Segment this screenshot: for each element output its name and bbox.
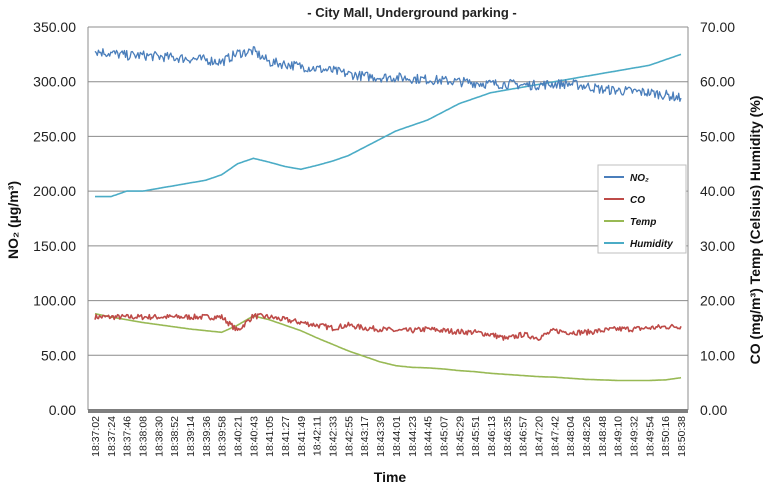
x-axis-title: Time (374, 469, 407, 485)
x-tick-label: 18:38:08 (138, 416, 150, 457)
x-tick-label: 18:37:24 (106, 416, 118, 457)
left-tick-label: 300.00 (33, 74, 76, 90)
x-tick-label: 18:47:42 (549, 416, 561, 457)
x-tick-label: 18:39:58 (217, 416, 229, 457)
series-line-humidity (95, 53, 682, 198)
x-tick-label: 18:49:32 (628, 416, 640, 457)
x-tick-label: 18:44:01 (391, 416, 403, 457)
x-tick-label: 18:39:14 (185, 416, 197, 457)
x-tick-label: 18:38:52 (169, 416, 181, 457)
x-tick-label: 18:38:30 (153, 416, 165, 457)
right-tick-label: 10.00 (700, 347, 735, 363)
x-tick-label: 18:45:51 (470, 416, 482, 457)
x-tick-label: 18:43:17 (359, 416, 371, 457)
x-tick-label: 18:48:04 (565, 416, 577, 457)
x-tick-label: 18:45:07 (438, 416, 450, 457)
x-axis-ticks: 18:37:02 18:37:24 18:37:46 18:38:08 18:38:30… (90, 416, 688, 457)
x-tick-label: 18:47:20 (533, 416, 545, 457)
left-tick-label: 350.00 (33, 19, 76, 35)
x-tick-label: 18:48:26 (581, 416, 593, 457)
x-tick-label: 18:41:05 (264, 416, 276, 457)
x-tick-label: 18:49:10 (613, 416, 625, 457)
right-tick-label: 60.00 (700, 74, 735, 90)
x-tick-label: 18:49:54 (644, 416, 656, 457)
right-tick-label: 20.00 (700, 293, 735, 309)
x-tick-label: 18:37:02 (90, 416, 102, 457)
left-tick-label: 50.00 (41, 347, 76, 363)
gridlines (87, 26, 689, 413)
x-tick-label: 18:45:29 (454, 416, 466, 457)
x-tick-label: 18:46:13 (486, 416, 498, 457)
series-line-temp (94, 312, 682, 382)
x-tick-label: 18:41:49 (296, 416, 308, 457)
right-axis-title: CO (mg/m³) Temp (Celsius) Humidity (%) (747, 96, 763, 365)
legend-label: Humidity (630, 239, 673, 250)
x-tick-label: 18:40:43 (248, 416, 260, 457)
x-tick-label: 18:42:33 (328, 416, 340, 457)
x-tick-label: 18:46:57 (518, 416, 530, 457)
series-lines (94, 46, 682, 382)
x-tick-label: 18:46:35 (502, 416, 514, 457)
left-tick-label: 200.00 (33, 183, 76, 199)
right-tick-label: 40.00 (700, 183, 735, 199)
left-tick-label: 100.00 (33, 293, 76, 309)
series-line-no (94, 46, 682, 102)
x-tick-label: 18:48:48 (597, 416, 609, 457)
x-tick-label: 18:39:36 (201, 416, 213, 457)
x-tick-label: 18:44:23 (407, 416, 419, 457)
x-axis-bar (88, 409, 688, 413)
legend: NO₂ CO Temp Humidity (597, 164, 687, 254)
left-axis-ticks: 0.00 50.00 100.00 150.00 200.00 250.00 300.00 3… (33, 19, 76, 418)
left-axis-title: NO₂ (µg/m³) (5, 181, 21, 259)
x-tick-label: 18:37:46 (122, 416, 134, 457)
legend-label: CO (630, 195, 645, 206)
legend-box (597, 164, 687, 254)
right-tick-label: 50.00 (700, 128, 735, 144)
legend-label: NO₂ (630, 173, 649, 184)
left-tick-label: 150.00 (33, 238, 76, 254)
chart-title: - City Mall, Underground parking - (307, 5, 516, 20)
series-line-co (94, 312, 682, 342)
x-tick-label: 18:50:16 (660, 416, 672, 457)
x-tick-label: 18:42:11 (312, 416, 324, 456)
right-axis-ticks: 0.00 10.00 20.00 30.00 40.00 50.00 60.00 70.00 (700, 19, 735, 418)
x-tick-label: 18:42:55 (343, 416, 355, 457)
legend-label: Temp (630, 217, 656, 228)
right-tick-label: 70.00 (700, 19, 735, 35)
right-tick-label: 30.00 (700, 238, 735, 254)
x-tick-label: 18:44:45 (423, 416, 435, 457)
x-tick-label: 18:41:27 (280, 416, 292, 457)
x-tick-label: 18:43:39 (375, 416, 387, 457)
x-tick-label: 18:50:38 (676, 416, 688, 457)
left-tick-label: 250.00 (33, 128, 76, 144)
right-tick-label: 0.00 (700, 402, 727, 418)
x-tick-label: 18:40:21 (233, 416, 245, 457)
left-tick-label: 0.00 (49, 402, 76, 418)
